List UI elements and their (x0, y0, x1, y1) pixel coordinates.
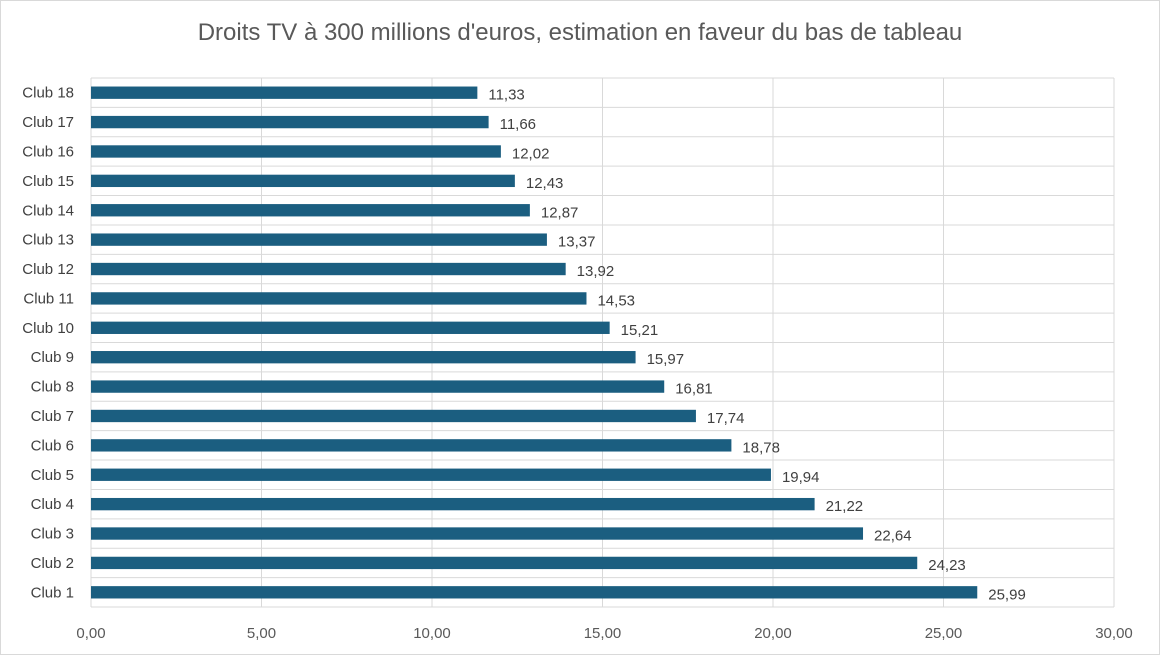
category-label: Club 12 (22, 261, 74, 278)
data-label: 15,21 (621, 322, 659, 339)
bar (91, 233, 547, 246)
data-label: 25,99 (988, 586, 1026, 603)
x-tick-label: 10,00 (413, 625, 451, 642)
category-label: Club 6 (31, 437, 74, 454)
data-label: 24,23 (928, 557, 966, 574)
category-label: Club 9 (31, 349, 74, 366)
category-label: Club 10 (22, 320, 74, 337)
category-label: Club 18 (22, 85, 74, 102)
bar (91, 204, 530, 217)
data-label: 16,81 (675, 381, 713, 398)
bar (91, 497, 815, 511)
category-label: Club 4 (31, 496, 74, 513)
category-label: Club 14 (22, 202, 74, 219)
data-label: 11,33 (488, 87, 524, 104)
data-label: 18,78 (742, 439, 780, 456)
category-label: Club 5 (31, 467, 74, 484)
bar (91, 115, 489, 129)
data-label: 17,74 (707, 410, 745, 427)
bar (91, 409, 696, 423)
data-label: 21,22 (826, 498, 864, 515)
category-label: Club 2 (31, 555, 74, 572)
x-tick-label: 5,00 (247, 625, 276, 642)
category-label: Club 3 (31, 526, 74, 543)
data-label: 12,87 (541, 204, 579, 221)
bar (91, 556, 918, 570)
x-tick-label: 20,00 (754, 625, 792, 642)
category-label: Club 11 (23, 290, 74, 307)
bar (91, 586, 978, 599)
chart-title: Droits TV à 300 millions d'euros, estima… (197, 19, 963, 46)
bar (91, 380, 665, 393)
bar (91, 439, 732, 452)
category-label: Club 17 (22, 114, 74, 131)
data-label: 19,94 (782, 469, 820, 486)
data-label: 12,43 (526, 175, 564, 192)
data-label: 13,92 (577, 263, 615, 280)
x-tick-label: 15,00 (584, 625, 622, 642)
bar (91, 468, 771, 481)
bar (91, 321, 610, 334)
data-label: 13,37 (558, 234, 596, 251)
x-tick-label: 25,00 (925, 625, 963, 642)
category-label: Club 1 (31, 584, 74, 601)
x-tick-label: 30,00 (1095, 625, 1133, 642)
category-label: Club 15 (22, 173, 74, 190)
bar (91, 351, 636, 364)
data-label: 11,66 (500, 116, 536, 133)
x-tick-label: 0,00 (76, 625, 105, 642)
bar (91, 262, 566, 276)
bar (91, 292, 587, 305)
grid-layer (90, 77, 1115, 608)
data-label: 14,53 (597, 292, 635, 309)
bar (91, 145, 501, 158)
data-label: 15,97 (647, 351, 685, 368)
category-label: Club 13 (22, 232, 74, 249)
bar (91, 527, 864, 540)
bar (91, 86, 478, 99)
data-label: 22,64 (874, 528, 912, 545)
bars-layer (91, 86, 978, 599)
category-label: Club 7 (31, 408, 74, 425)
category-label: Club 16 (22, 143, 74, 160)
data-label: 12,02 (512, 145, 550, 162)
bar (91, 174, 515, 188)
category-label: Club 8 (31, 379, 74, 396)
